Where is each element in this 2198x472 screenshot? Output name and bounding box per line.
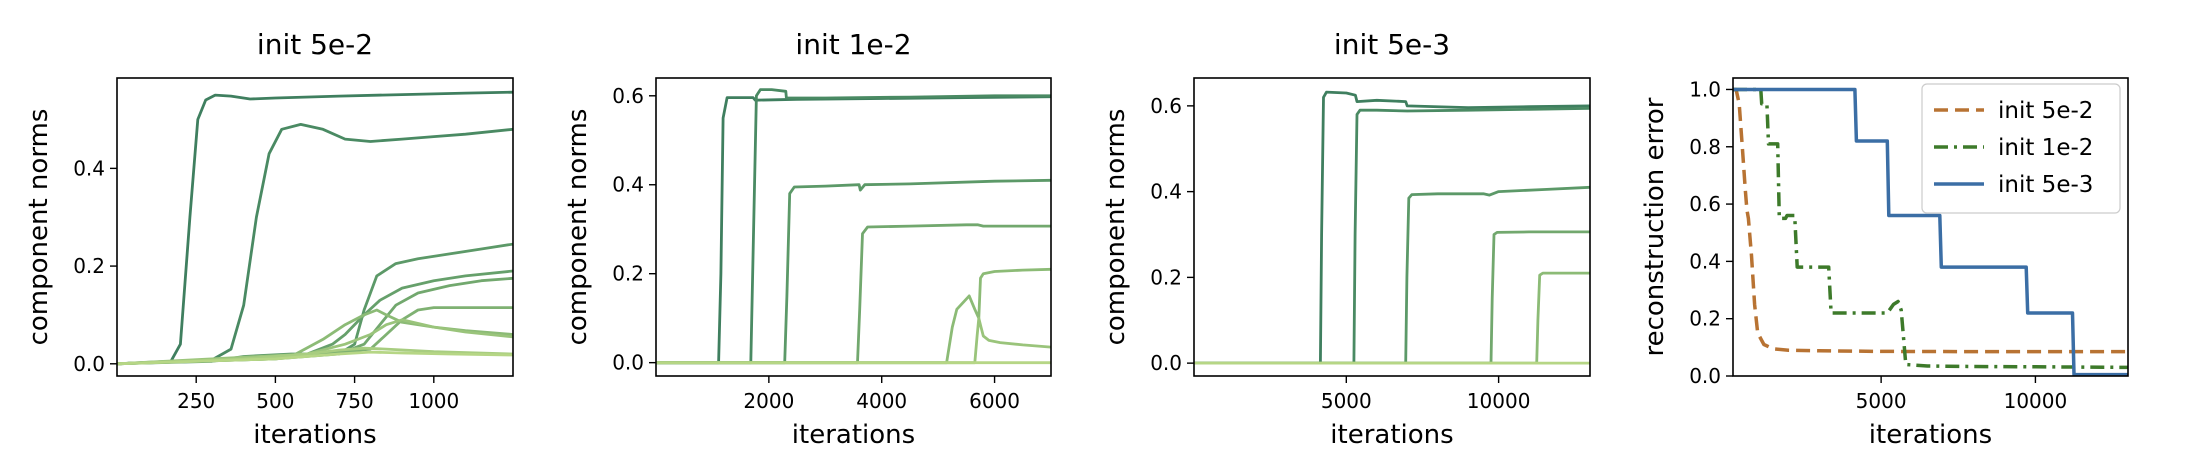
y-tick-label: 0.0 [1689, 364, 1721, 388]
y-tick-label: 1.0 [1689, 77, 1721, 101]
x-axis-label: iterations [1330, 420, 1453, 450]
series-line-1 [1194, 107, 1590, 365]
chart-title: init 5e-2 [257, 28, 373, 61]
panel-init-1e-2: 2000 4000 6000 0.0 0.2 0.4 0.6 init 1e-2 iterati… [563, 28, 1052, 450]
x-tick-label: 4000 [856, 389, 907, 413]
y-axis-label: component norms [1101, 109, 1131, 346]
series-line-2 [656, 178, 1051, 365]
x-tick-label: 6000 [969, 389, 1020, 413]
y-tick-label: 0.2 [1150, 265, 1182, 289]
x-tick-label: 5000 [1321, 389, 1372, 413]
legend-label: init 1e-2 [1998, 135, 2093, 161]
y-tick-label: 0.4 [73, 156, 105, 180]
y-tick-label: 0.4 [1150, 180, 1182, 204]
axes-frame [655, 77, 1052, 377]
x-tick-label: 750 [336, 389, 374, 413]
panel-init-5e-2: 250 500 750 1000 0.0 0.2 0.4 init 5e-2 iteration… [24, 28, 514, 450]
series-line-2 [1733, 87, 2128, 376]
series-group [1194, 90, 1590, 365]
series-line-3 [656, 223, 1051, 365]
series-group [117, 90, 513, 366]
series-line-7 [117, 318, 513, 366]
x-axis-label: iterations [1869, 420, 1992, 450]
y-tick-label: 0.2 [612, 262, 644, 286]
y-tick-label: 0.2 [73, 254, 105, 278]
x-axis-label: iterations [253, 420, 376, 450]
axes-frame [116, 77, 514, 377]
series-line-8 [117, 346, 513, 366]
chart-title: init 5e-3 [1334, 28, 1450, 61]
x-tick-label: 5000 [1856, 389, 1907, 413]
panel-init-5e-3: 5000 10000 0.0 0.2 0.4 0.6 init 5e-3 iterations… [1101, 28, 1591, 450]
series-line-0 [656, 95, 1051, 365]
series-line-3 [1194, 230, 1590, 365]
y-tick-label: 0.2 [1689, 307, 1721, 331]
chart-title: init 1e-2 [795, 28, 911, 61]
series-line-1 [117, 123, 513, 366]
x-axis-label: iterations [792, 420, 915, 450]
y-tick-label: 0.6 [612, 84, 644, 108]
y-tick-label: 0.6 [1150, 94, 1182, 118]
series-line-0 [1194, 90, 1590, 365]
x-tick-label: 2000 [743, 389, 794, 413]
series-group [656, 88, 1051, 365]
y-axis-label: component norms [24, 109, 54, 346]
series-line-9 [117, 350, 513, 366]
y-axis-label: component norms [563, 109, 593, 346]
panel-reconstruction-error: 5000 10000 0.0 0.2 0.4 0.6 0.8 1.0 iterations rec… [1640, 77, 2129, 450]
x-tick-label: 500 [256, 389, 294, 413]
series-group [1733, 87, 2128, 376]
y-axis-label: reconstruction error [1640, 97, 1670, 356]
series-line-2 [117, 242, 513, 366]
series-line-0 [1733, 87, 2128, 354]
y-tick-label: 0.0 [73, 352, 105, 376]
series-line-1 [1733, 87, 2128, 370]
series-line-1 [656, 88, 1051, 365]
legend-label: init 5e-2 [1998, 98, 2093, 124]
series-line-2 [1194, 185, 1590, 365]
y-tick-label: 0.0 [612, 351, 644, 375]
axes-frame [1193, 77, 1591, 377]
legend-box [1921, 83, 2121, 214]
y-tick-label: 0.8 [1689, 135, 1721, 159]
series-line-4 [1194, 271, 1590, 365]
x-tick-label: 10000 [1467, 389, 1531, 413]
series-line-4 [656, 267, 1051, 365]
legend-label: init 5e-3 [1998, 172, 2093, 198]
y-tick-label: 0.4 [1689, 249, 1721, 273]
y-tick-label: 0.6 [1689, 192, 1721, 216]
x-tick-label: 250 [177, 389, 215, 413]
x-tick-label: 1000 [408, 389, 459, 413]
series-line-0 [117, 90, 513, 366]
y-tick-label: 0.4 [612, 173, 644, 197]
series-line-5 [656, 316, 1051, 365]
y-tick-label: 0.0 [1150, 351, 1182, 375]
x-tick-label: 10000 [2004, 389, 2068, 413]
legend: init 5e-2 init 1e-2 init 5e-3 [1921, 83, 2121, 214]
axes-frame [1732, 77, 2129, 377]
